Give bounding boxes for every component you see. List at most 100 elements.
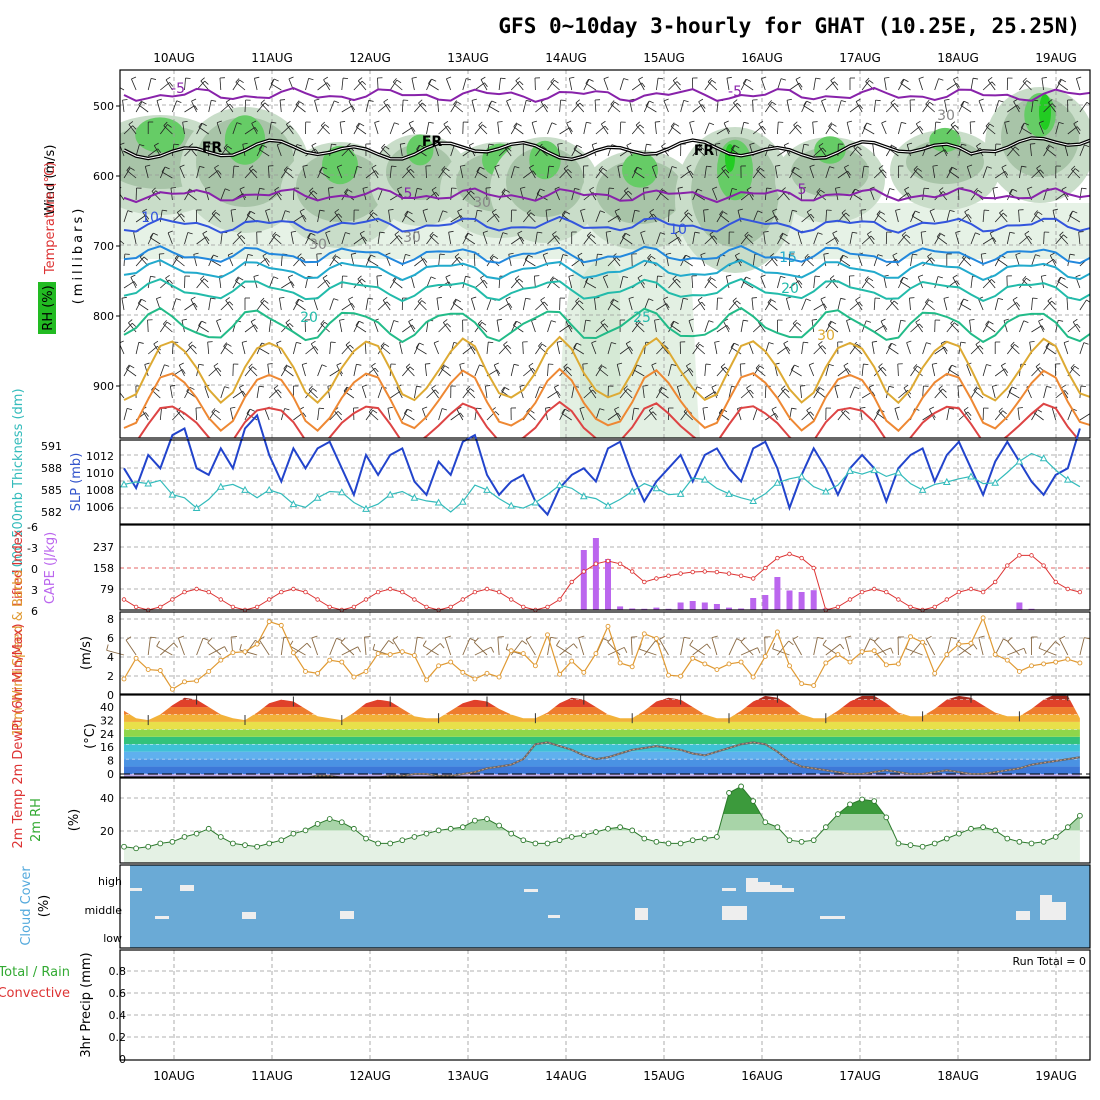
wind-barb-flag: [855, 296, 860, 301]
wind-barb-flag: [987, 77, 993, 81]
wind-barb-flag: [963, 100, 969, 104]
wind-barb: [619, 233, 627, 245]
wind-barb-flag: [876, 408, 880, 414]
wind-barb-flag: [569, 127, 573, 133]
wind10-marker: [992, 652, 998, 657]
wind10-barb: [280, 637, 285, 656]
wind-barb: [781, 388, 790, 399]
wind-barb-flag: [614, 406, 620, 410]
wind-barb-flag: [721, 165, 726, 169]
wind-barb: [777, 122, 779, 135]
wind-barb-flag: [973, 77, 979, 80]
wind-barb: [925, 103, 935, 113]
wind-barb: [293, 214, 304, 223]
wind10-barb-flag: [556, 640, 560, 646]
wind-barb: [244, 168, 254, 179]
wind-barb-flag: [323, 76, 329, 81]
wind-barb-flag: [258, 385, 264, 388]
wind-barb-flag: [194, 302, 198, 308]
wind-barb-flag: [573, 144, 578, 150]
li-marker: [1065, 586, 1070, 592]
wind-barb: [752, 408, 758, 421]
wind-barb: [457, 211, 464, 223]
wind-barb: [1052, 210, 1057, 223]
wind-barb: [329, 255, 337, 267]
wind-barb: [703, 210, 706, 223]
wind-barb-flag: [526, 99, 532, 102]
wind-barb: [462, 346, 473, 355]
wind-barb: [617, 166, 621, 179]
precip-conv-label: Convective: [0, 986, 70, 1001]
wind-barb-flag: [672, 275, 677, 280]
wind-barb: [408, 123, 415, 135]
rh-marker: [1064, 824, 1071, 830]
wind-barb-flag: [660, 232, 666, 235]
wind-barb-flag: [408, 120, 414, 124]
wind-barb-flag: [652, 164, 658, 168]
wind-barb-flag: [201, 320, 207, 324]
wind-barb: [595, 365, 603, 377]
wind-barb-flag: [617, 362, 623, 365]
wind-label: Wind (m/s): [43, 145, 58, 216]
wind-barb: [204, 386, 210, 399]
wind-barb: [519, 386, 524, 399]
wind-barb-flag: [554, 79, 559, 84]
wind10-marker: [448, 659, 454, 665]
wind-barb-flag: [274, 186, 279, 191]
thickness-marker: [604, 501, 612, 509]
wind10-marker: [157, 668, 163, 673]
wind-barb: [873, 254, 879, 267]
wind-barb: [898, 192, 909, 201]
wind-barb-flag: [903, 384, 909, 389]
wind-barb: [767, 302, 778, 311]
wind10-barb-flag: [125, 636, 132, 641]
wind-barb: [172, 298, 177, 311]
wind-barb-flag: [121, 296, 127, 299]
wind-barb: [248, 168, 258, 179]
wind10-barb-flag: [788, 640, 794, 646]
wind-barb-flag: [712, 186, 718, 190]
wind-barb: [535, 232, 538, 245]
wind-barb-flag: [916, 365, 922, 370]
wind-barb-flag: [610, 298, 614, 304]
wind-barb: [793, 124, 802, 135]
wind-barb: [159, 364, 165, 377]
wind-barb: [841, 411, 851, 421]
li-marker: [121, 597, 127, 602]
wind-barb: [272, 235, 282, 245]
li-marker: [944, 597, 949, 602]
cloud-block: [746, 878, 758, 892]
wind-barb-flag: [786, 296, 792, 299]
wind-barb-flag: [240, 235, 246, 240]
wind-barb: [719, 214, 730, 223]
wind-barb-flag: [223, 342, 228, 347]
wind-barb-flag: [273, 78, 279, 82]
wind-barb: [829, 278, 839, 289]
wind-barb: [728, 343, 735, 355]
precip-panel: 0.80.60.40.20 Run Total = 0: [109, 949, 1091, 1066]
cloud-block: [635, 908, 648, 920]
cloud-unit: (%): [37, 895, 52, 918]
wind-barb: [659, 191, 669, 201]
wind-barb-flag: [336, 362, 342, 366]
rh-marker: [641, 835, 648, 842]
wind-barb: [377, 386, 383, 399]
wind-barb: [828, 126, 839, 135]
wind10-marker: [908, 634, 913, 640]
wind-barb-flag: [663, 98, 669, 102]
wind10-marker: [920, 639, 926, 645]
wind-barb-flag: [383, 98, 389, 103]
wind-barb: [220, 232, 223, 245]
wind-barb: [885, 343, 893, 355]
wind10-barb: [764, 636, 766, 656]
wind-barb: [396, 387, 403, 399]
wind-barb-flag: [157, 148, 162, 154]
wind-barb-flag: [1045, 144, 1050, 149]
wind10-barb-flag: [392, 636, 399, 641]
wind-barb: [488, 105, 500, 113]
wind-barb-flag: [1021, 165, 1027, 168]
wind-barb-flag: [568, 274, 574, 277]
wind10-marker: [545, 632, 550, 638]
wind-barb-flag: [165, 76, 171, 81]
wind-barb-flag: [642, 385, 648, 387]
